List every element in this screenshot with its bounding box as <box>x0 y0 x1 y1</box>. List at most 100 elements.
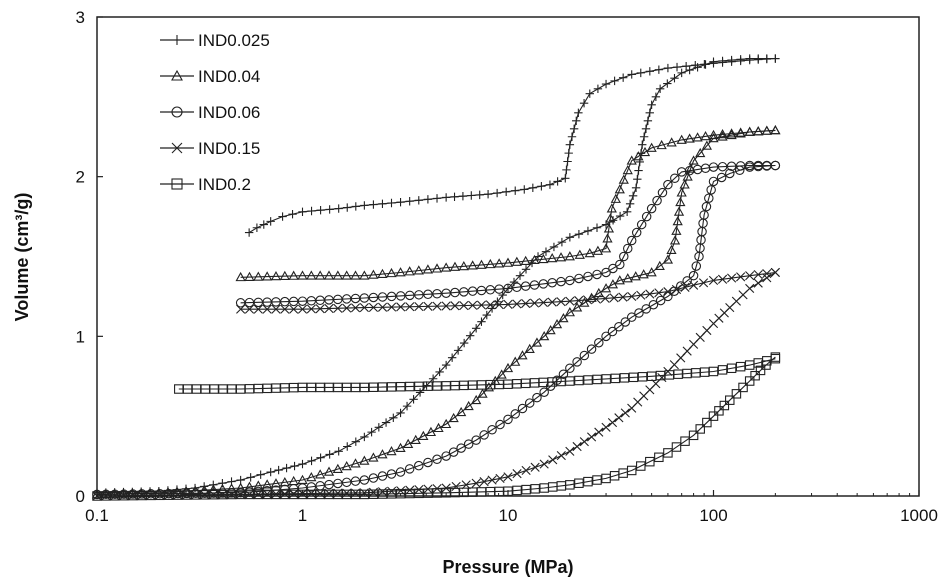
triangle-marker <box>618 174 629 184</box>
triangle-marker <box>551 319 563 329</box>
triangle-marker <box>517 350 528 360</box>
plus-marker <box>387 198 396 208</box>
x-marker <box>289 304 299 314</box>
triangle-marker <box>735 128 746 138</box>
plus-marker <box>298 207 307 216</box>
plus-marker <box>483 190 493 199</box>
square-marker <box>414 488 424 499</box>
circle-marker <box>626 312 637 322</box>
plus-marker <box>625 199 635 209</box>
plus-marker <box>553 177 562 186</box>
x-marker <box>717 274 728 284</box>
triangle-marker <box>395 267 406 277</box>
triangle-marker <box>558 313 569 323</box>
triangle-marker <box>700 131 711 141</box>
triangle-marker <box>675 196 686 207</box>
triangle-marker <box>571 302 583 312</box>
circle-marker <box>592 269 602 280</box>
plus-marker <box>670 74 679 83</box>
plus-marker <box>334 447 343 456</box>
square-marker <box>719 400 730 411</box>
circle-marker <box>655 295 666 306</box>
square-marker <box>770 352 781 362</box>
circle-marker <box>441 451 451 461</box>
plus-marker <box>415 388 425 397</box>
circle-marker <box>620 317 631 327</box>
plus-marker <box>615 211 625 221</box>
plus-marker <box>663 63 673 73</box>
plus-marker <box>256 470 265 479</box>
x-tick-label: 0.1 <box>85 506 109 525</box>
circle-marker <box>368 473 379 483</box>
triangle-marker <box>622 273 633 283</box>
x-marker <box>762 273 772 283</box>
plus-marker <box>549 242 559 252</box>
plus-marker <box>618 73 628 82</box>
square-marker <box>405 381 415 392</box>
plus-marker <box>492 188 502 198</box>
circle-marker <box>634 308 644 318</box>
series-IND0.2 <box>92 352 781 501</box>
legend-label: IND0.15 <box>198 139 260 158</box>
plus-marker <box>351 202 361 211</box>
square-marker <box>441 488 451 498</box>
plus-marker <box>677 68 686 78</box>
x-marker <box>297 304 308 314</box>
x-marker <box>280 489 290 499</box>
triangle-marker <box>306 270 317 280</box>
triangle-marker <box>270 478 282 488</box>
triangle-marker <box>368 452 379 462</box>
square-marker <box>695 424 705 434</box>
triangle-marker <box>377 268 388 278</box>
x-marker <box>614 413 624 423</box>
triangle-marker <box>605 213 616 223</box>
circle-marker <box>614 322 624 332</box>
plus-marker <box>405 197 414 206</box>
triangle-marker <box>708 133 719 143</box>
circle-marker <box>510 409 520 419</box>
circle-marker <box>359 293 370 303</box>
plus-marker <box>672 62 682 72</box>
plus-marker <box>567 132 577 141</box>
x-marker <box>387 302 397 312</box>
square-marker <box>405 488 415 499</box>
triangle-marker <box>600 283 612 293</box>
triangle-marker <box>253 480 264 490</box>
triangle-marker <box>410 434 421 445</box>
plus-marker <box>634 166 643 175</box>
triangle-marker <box>456 406 467 417</box>
triangle-marker <box>682 171 693 181</box>
plus-marker <box>389 413 398 422</box>
x-marker <box>609 293 619 303</box>
triangle-marker <box>404 266 415 276</box>
x-marker <box>708 275 719 286</box>
triangle-marker <box>606 203 617 213</box>
square-marker <box>601 374 611 384</box>
x-marker <box>479 477 489 487</box>
x-marker <box>432 301 442 311</box>
circle-marker <box>503 283 513 294</box>
plus-marker <box>343 442 352 451</box>
x-marker <box>574 295 584 306</box>
circle-marker <box>448 447 459 457</box>
triangle-marker <box>502 257 514 267</box>
legend-item: IND0.04 <box>160 67 260 86</box>
x-marker <box>459 300 469 311</box>
triangle-marker <box>545 325 556 335</box>
plus-marker <box>298 459 307 469</box>
plus-marker <box>545 180 555 189</box>
triangle-marker <box>467 260 478 270</box>
square-marker <box>750 370 760 381</box>
triangle-marker <box>226 483 237 493</box>
x-marker <box>521 298 531 309</box>
plus-marker <box>565 140 575 149</box>
triangle-marker <box>471 394 482 405</box>
plus-marker <box>654 65 664 74</box>
x-marker <box>556 297 566 307</box>
plus-marker <box>367 427 376 437</box>
x-marker <box>171 142 183 154</box>
square-marker <box>761 360 771 370</box>
x-marker <box>582 295 593 305</box>
plus-marker <box>562 165 571 175</box>
square-marker <box>654 452 664 463</box>
